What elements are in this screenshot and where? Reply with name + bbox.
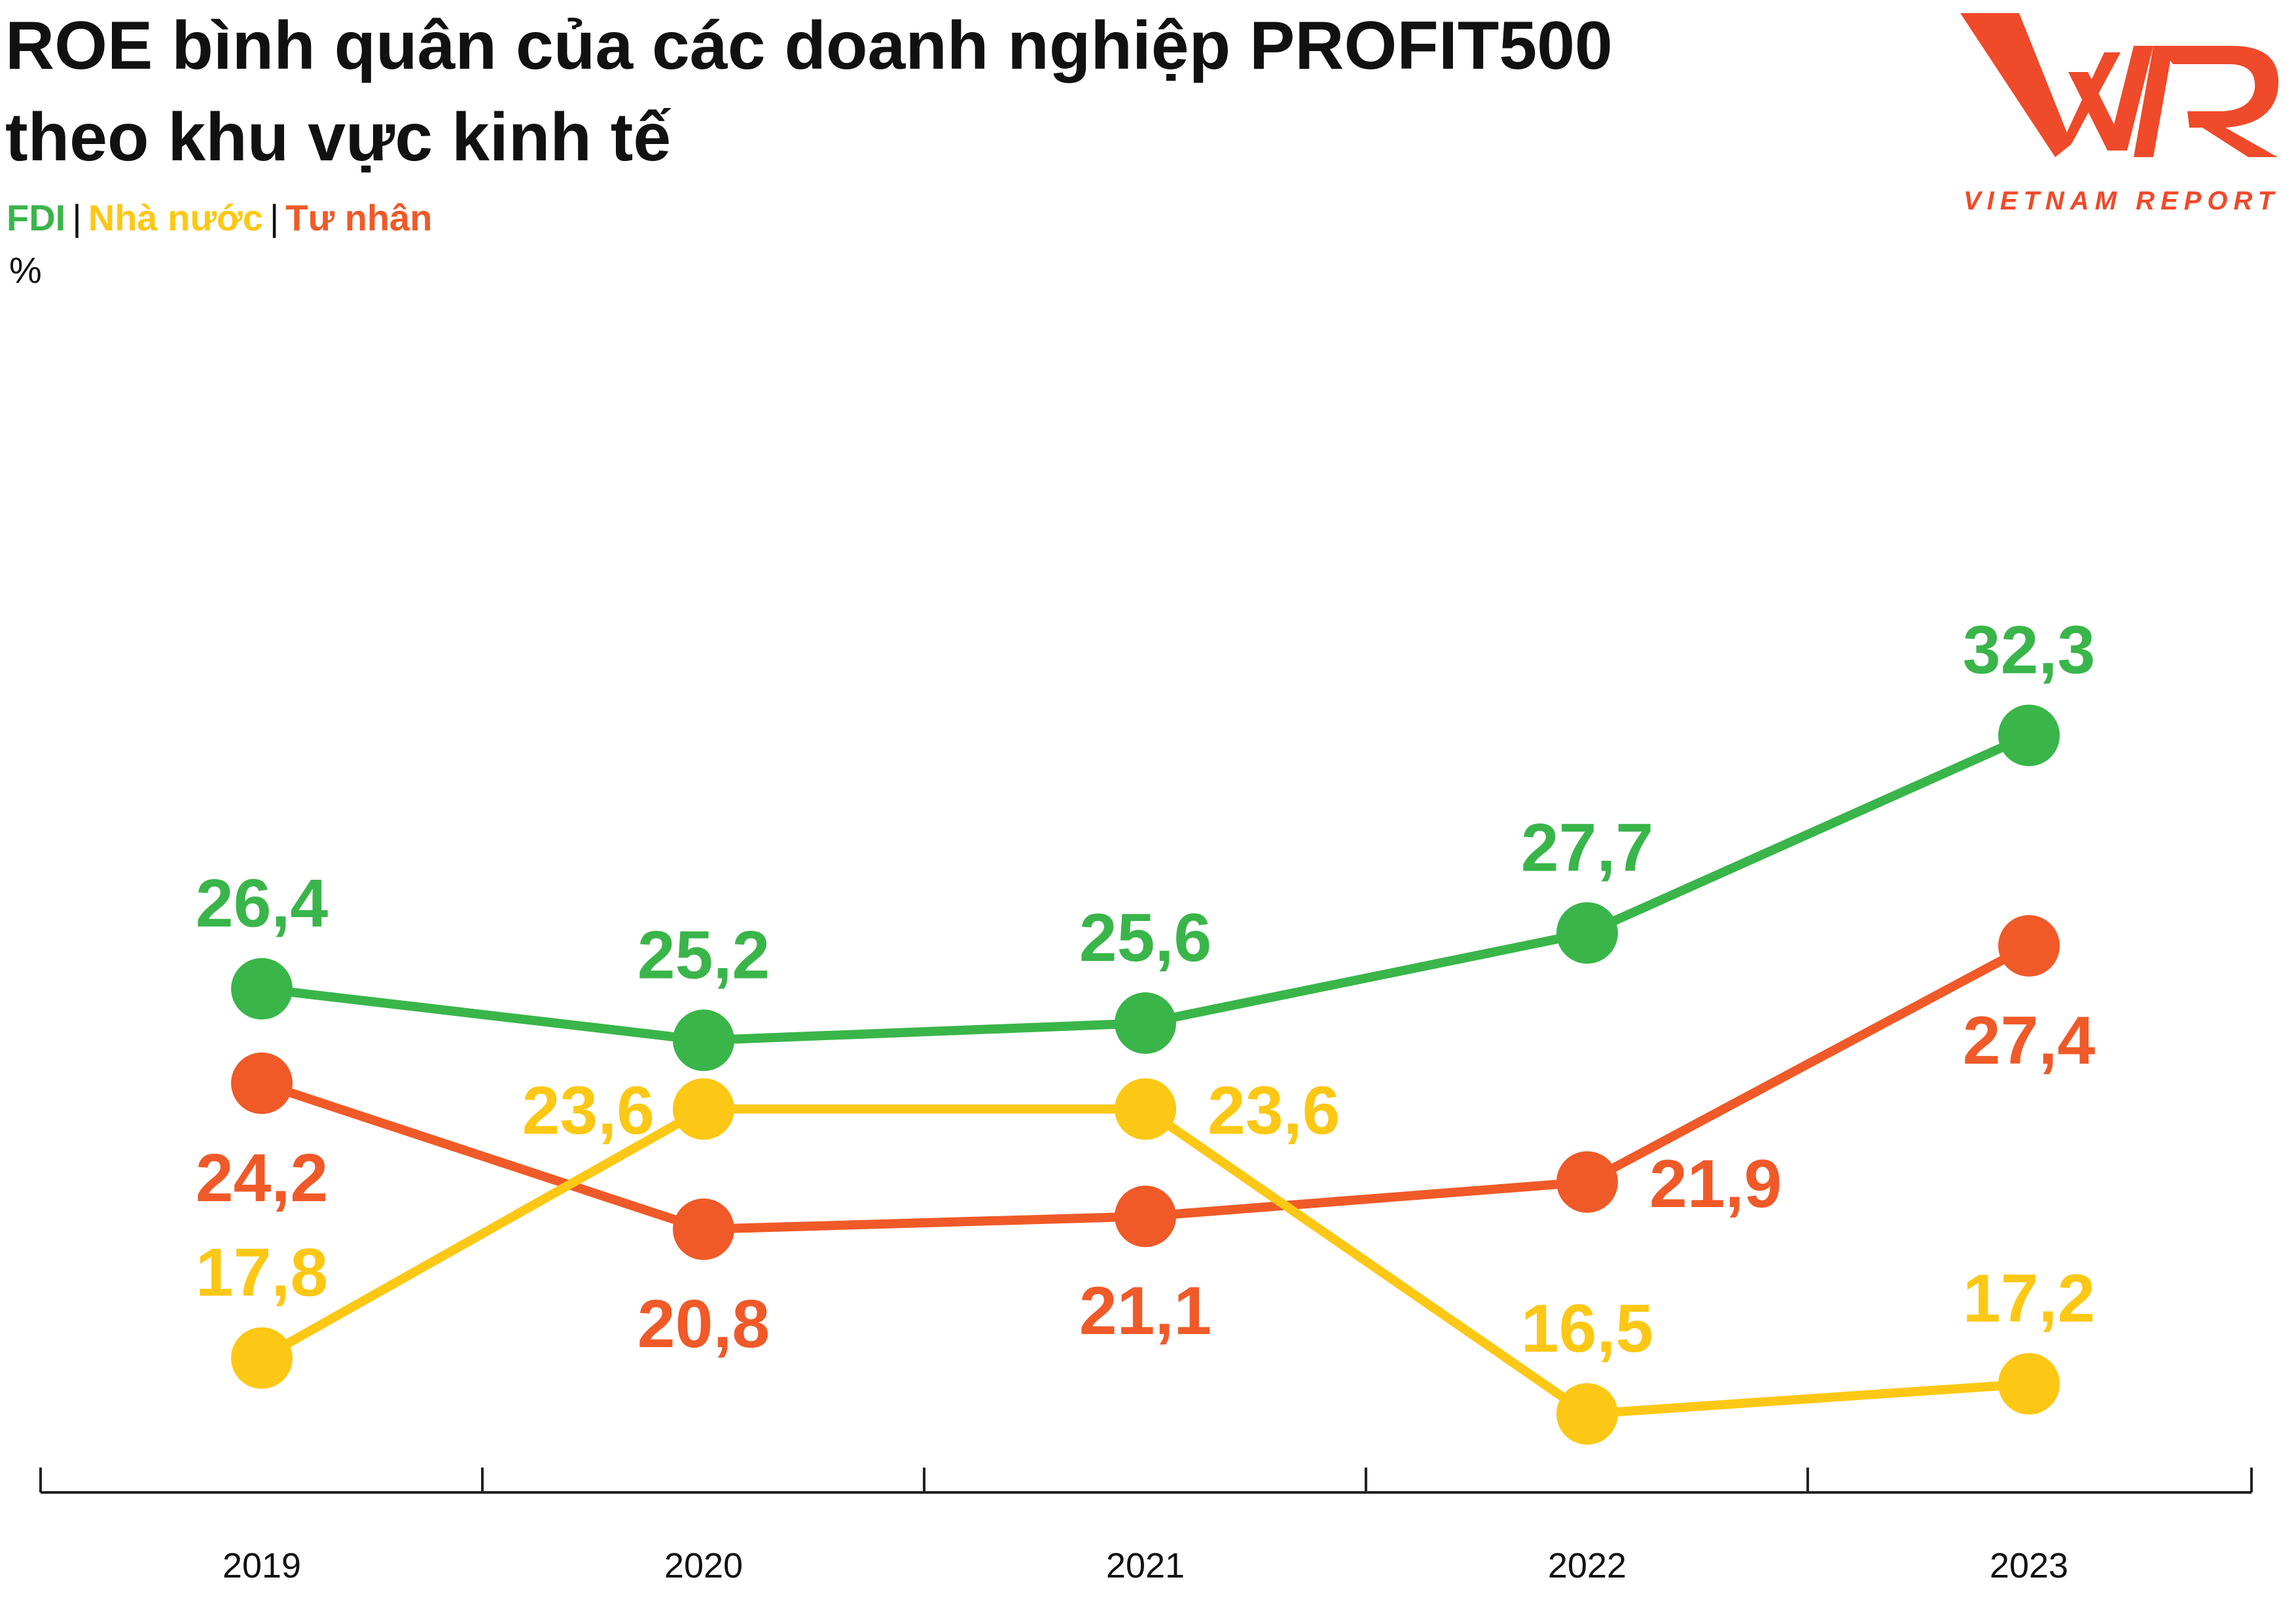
data-point [1556,902,1618,964]
legend: FDI | Nhà nước | Tư nhân [7,196,432,239]
data-label: 17,8 [196,1235,328,1311]
x-axis: 2019 2020 2021 2022 2023 [39,1468,2253,1585]
data-label: 27,7 [1521,810,1653,886]
data-point [1115,992,1176,1055]
vnr-logo: VIETNAM REPORT [1960,13,2280,215]
data-point [673,1078,734,1140]
data-point [231,1327,293,1389]
chart-title-line-1: ROE bình quân của các doanh nghiệp PROFI… [5,8,1613,84]
data-labels: 26,4 25,2 25,6 27,7 32,3 17,8 23,6 23,6 16,5 17,2… [196,613,2096,1367]
data-label: 24,2 [196,1140,328,1216]
data-point [1115,1078,1176,1140]
data-point [1998,1353,2060,1415]
data-label: 32,3 [1963,613,2095,689]
legend-item-fdi: FDI [7,197,66,238]
x-tick-label: 2022 [1548,1546,1626,1585]
data-label: 23,6 [522,1073,655,1149]
data-label: 20,8 [637,1286,770,1362]
legend-separator: | [269,197,279,238]
x-tick-label: 2020 [664,1546,743,1585]
vnr-logo-mark [1960,13,2279,157]
data-point [673,1009,734,1072]
data-point [1556,1383,1618,1445]
data-label: 21,9 [1649,1146,1782,1222]
x-tick-label: 2019 [223,1546,301,1585]
series-points [231,704,2060,1445]
data-point [1998,704,2060,767]
vnr-logo-text: VIETNAM REPORT [1964,187,2280,215]
data-point [1556,1151,1618,1213]
y-unit-label: % [9,249,42,291]
legend-item-tu-nhan: Tư nhân [285,197,433,238]
data-label: 25,6 [1079,900,1211,976]
chart-title: ROE bình quân của các doanh nghiệp PROFI… [5,0,1613,183]
data-label: 17,2 [1963,1261,2095,1337]
chart-title-line-2: theo khu vực kinh tế [5,99,672,175]
legend-item-nha-nuoc: Nhà nước [88,197,263,238]
data-point [1115,1185,1176,1248]
x-tick-label: 2023 [1990,1546,2068,1585]
data-label: 26,4 [196,866,329,942]
data-label: 25,2 [637,917,770,993]
x-tick-label: 2021 [1106,1546,1185,1585]
data-label: 27,4 [1963,1003,2096,1079]
legend-separator: | [72,197,82,238]
data-point [231,958,293,1020]
data-label: 21,1 [1079,1273,1211,1349]
data-point [673,1198,734,1260]
data-label: 23,6 [1208,1073,1340,1149]
data-point [231,1052,293,1114]
data-label: 16,5 [1521,1291,1653,1367]
data-point [1998,914,2060,977]
